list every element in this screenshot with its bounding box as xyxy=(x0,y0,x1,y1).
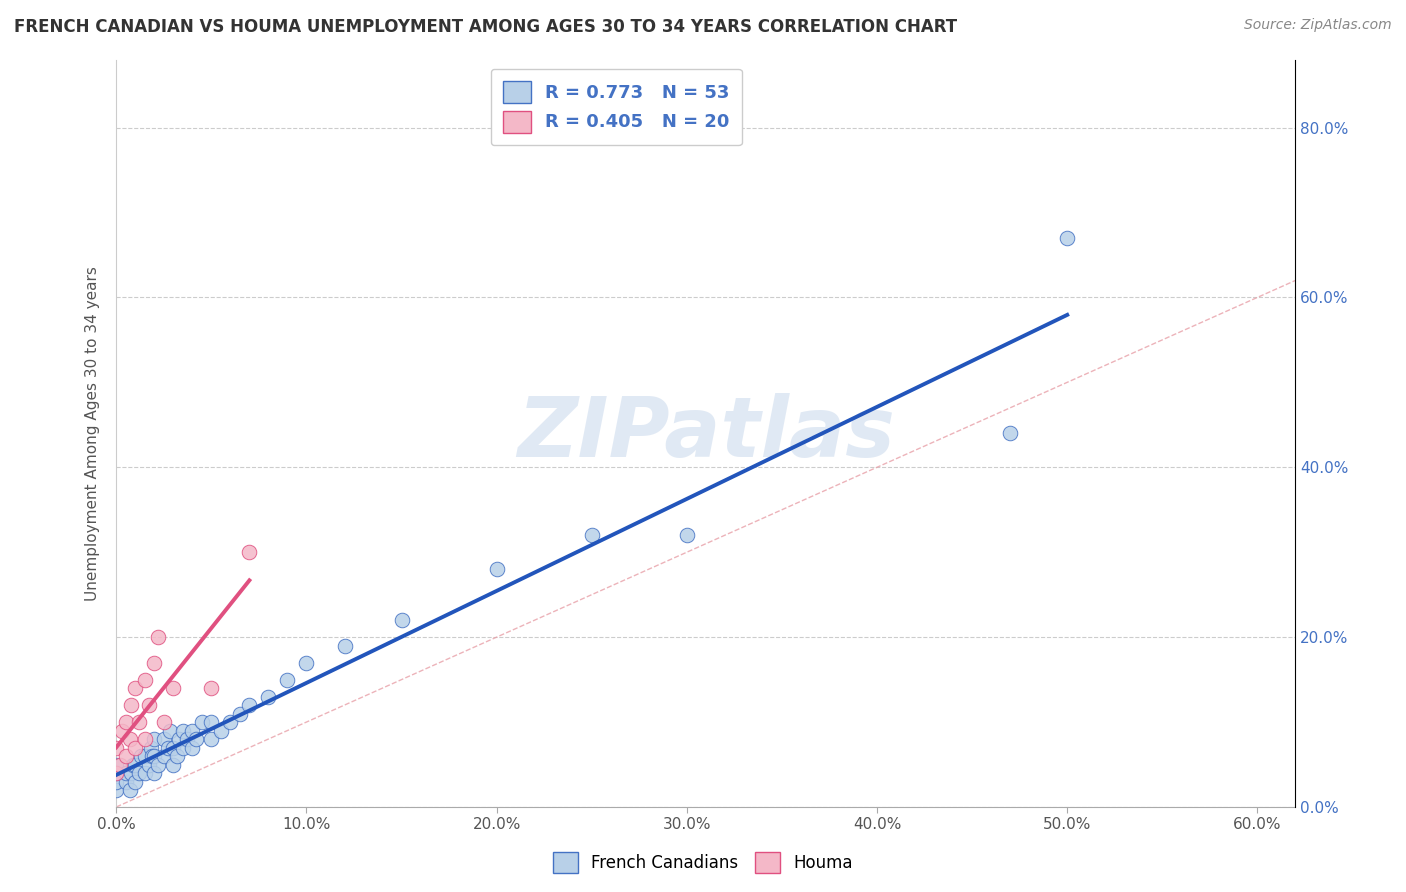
Point xyxy=(181,723,204,738)
Point xyxy=(238,545,260,559)
Point xyxy=(134,749,156,764)
Point xyxy=(176,732,198,747)
Point xyxy=(105,766,128,780)
Point xyxy=(191,714,214,729)
Point xyxy=(138,698,160,712)
Text: FRENCH CANADIAN VS HOUMA UNEMPLOYMENT AMONG AGES 30 TO 34 YEARS CORRELATION CHAR: FRENCH CANADIAN VS HOUMA UNEMPLOYMENT AM… xyxy=(14,18,957,36)
Point xyxy=(162,757,184,772)
Point xyxy=(162,740,184,755)
Legend: French Canadians, Houma: French Canadians, Houma xyxy=(547,846,859,880)
Point xyxy=(105,766,128,780)
Point xyxy=(295,656,318,670)
Point xyxy=(333,639,356,653)
Point xyxy=(128,714,150,729)
Point xyxy=(121,766,143,780)
Point xyxy=(139,740,162,755)
Text: ZIPatlas: ZIPatlas xyxy=(517,392,894,474)
Point xyxy=(105,740,128,755)
Point xyxy=(229,706,252,721)
Point xyxy=(118,732,141,747)
Point xyxy=(153,714,176,729)
Point xyxy=(143,749,166,764)
Point xyxy=(143,656,166,670)
Point xyxy=(138,757,160,772)
Point xyxy=(114,766,136,780)
Point xyxy=(998,426,1021,441)
Point xyxy=(391,613,413,627)
Y-axis label: Unemployment Among Ages 30 to 34 years: Unemployment Among Ages 30 to 34 years xyxy=(86,266,100,600)
Point xyxy=(257,690,280,704)
Point xyxy=(134,732,156,747)
Point xyxy=(167,732,190,747)
Point xyxy=(118,783,141,797)
Legend: R = 0.773   N = 53, R = 0.405   N = 20: R = 0.773 N = 53, R = 0.405 N = 20 xyxy=(491,69,742,145)
Point xyxy=(141,749,163,764)
Point xyxy=(134,766,156,780)
Point xyxy=(172,740,194,755)
Point xyxy=(124,757,146,772)
Point xyxy=(156,740,179,755)
Point xyxy=(200,732,222,747)
Point xyxy=(146,630,169,644)
Point xyxy=(124,740,146,755)
Point xyxy=(581,528,603,542)
Point xyxy=(122,757,145,772)
Point xyxy=(276,673,298,687)
Point xyxy=(134,673,156,687)
Point xyxy=(153,749,176,764)
Point xyxy=(114,774,136,789)
Point xyxy=(159,723,181,738)
Point xyxy=(181,740,204,755)
Text: Source: ZipAtlas.com: Source: ZipAtlas.com xyxy=(1244,18,1392,32)
Point xyxy=(105,783,128,797)
Point xyxy=(114,714,136,729)
Point xyxy=(124,774,146,789)
Point xyxy=(1056,231,1078,245)
Point xyxy=(143,732,166,747)
Point xyxy=(128,766,150,780)
Point xyxy=(105,757,128,772)
Point xyxy=(200,714,222,729)
Point xyxy=(219,714,242,729)
Point xyxy=(186,732,208,747)
Point xyxy=(124,681,146,695)
Point xyxy=(209,723,232,738)
Point xyxy=(114,749,136,764)
Point xyxy=(238,698,260,712)
Point xyxy=(143,766,166,780)
Point xyxy=(111,723,134,738)
Point xyxy=(153,732,176,747)
Point xyxy=(121,698,143,712)
Point xyxy=(108,757,131,772)
Point xyxy=(105,774,128,789)
Point xyxy=(166,749,188,764)
Point xyxy=(129,749,152,764)
Point xyxy=(485,562,508,576)
Point xyxy=(172,723,194,738)
Point xyxy=(162,681,184,695)
Point xyxy=(200,681,222,695)
Point xyxy=(676,528,699,542)
Point xyxy=(146,757,169,772)
